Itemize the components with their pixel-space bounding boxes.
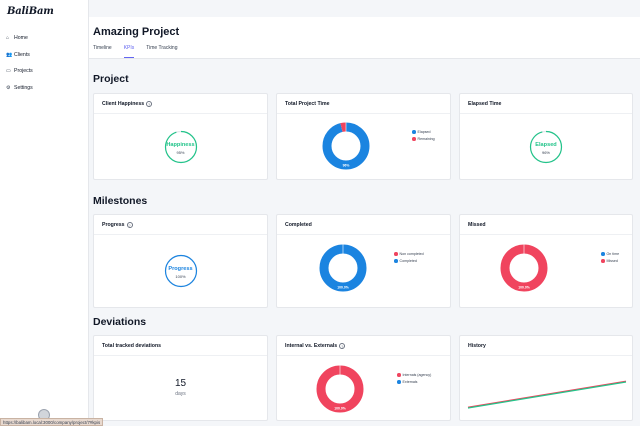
project-header: Amazing Project Timeline KPIs Time Track… xyxy=(89,17,640,59)
sidebar-item-settings[interactable]: ⚙ Settings xyxy=(6,80,33,96)
card-title: History xyxy=(468,342,486,349)
tab-bar: Timeline KPIs Time Tracking xyxy=(93,44,190,58)
legend-item-internals[interactable]: Internals (agency) xyxy=(397,373,431,377)
help-icon[interactable]: ? xyxy=(146,100,153,107)
internal-vs-externals-card: Internal vs. Externals? 100.0% Internals… xyxy=(276,335,451,421)
history-series-line xyxy=(467,380,627,408)
status-bar-url: https://balibam.local:3000/company/proje… xyxy=(0,418,104,426)
card-title: Elapsed Time xyxy=(468,100,502,107)
ring-fill xyxy=(164,254,197,288)
card-title: Client Happiness xyxy=(102,100,145,107)
deviation-days-unit: days xyxy=(175,391,186,397)
legend-item-elapsed[interactable]: Elapsed xyxy=(412,130,435,134)
tab-timeline[interactable]: Timeline xyxy=(93,45,112,51)
sidebar: BaliBam ⌂ Home 👥 Clients ▭ Projects ⚙ Se… xyxy=(0,0,89,426)
sidebar-item-home[interactable]: ⌂ Home xyxy=(6,30,33,46)
help-icon[interactable]: ? xyxy=(339,342,346,349)
donut-value-label: 96% xyxy=(343,164,350,168)
internal-external-donut: 100.0% xyxy=(316,365,364,413)
sidebar-item-projects[interactable]: ▭ Projects xyxy=(6,63,33,79)
client-happiness-card: Client Happiness? Happiness 95% xyxy=(93,93,268,180)
legend-item-non-completed[interactable]: Non completed xyxy=(394,252,424,256)
elapsed-time-card: Elapsed Time Elapsed 96% xyxy=(459,93,633,180)
gauge-value: 96% xyxy=(541,149,550,155)
gauge-label: Happiness xyxy=(166,141,195,148)
legend: Elapsed Remaining xyxy=(412,130,435,144)
progress-card: Progress? Progress 100% xyxy=(93,214,268,308)
top-strip xyxy=(89,0,640,17)
donut-value-label: 100.0% xyxy=(334,407,346,411)
elapsed-gauge: Elapsed 96% xyxy=(529,130,563,164)
ring-fill xyxy=(529,130,563,163)
completed-card: Completed 100.0% Non completed Completed xyxy=(276,214,451,308)
card-title: Total tracked deviations xyxy=(102,342,161,349)
history-series-line xyxy=(467,381,627,409)
legend-item-missed[interactable]: Missed xyxy=(601,259,619,263)
card-title: Completed xyxy=(285,221,312,228)
legend: Internals (agency) Externals xyxy=(397,373,431,387)
gauge-label: Elapsed xyxy=(535,141,557,148)
legend: Non completed Completed xyxy=(394,252,424,266)
ring-fill xyxy=(164,130,197,163)
deviation-days-value: 15 xyxy=(174,378,187,389)
tab-kpis[interactable]: KPIs xyxy=(123,44,135,58)
donut-value-label: 100.0% xyxy=(337,286,349,290)
tab-time-tracking[interactable]: Time Tracking xyxy=(146,45,178,51)
progress-ring xyxy=(164,254,197,288)
gauge-label: Progress xyxy=(168,266,193,272)
gauge-value: 100% xyxy=(175,274,186,279)
donut-value-label: 100.0% xyxy=(518,286,530,290)
donut-slice-0 xyxy=(322,122,370,170)
home-icon: ⌂ xyxy=(6,35,10,41)
donut-slice-0 xyxy=(316,365,364,413)
donut-slice-1 xyxy=(500,244,548,292)
progress-gauge: Progress 100% xyxy=(164,254,198,288)
section-title-milestones: Milestones xyxy=(93,195,148,207)
donut-slice-1 xyxy=(319,244,367,292)
sidebar-item-label: Projects xyxy=(14,68,33,74)
card-title: Total Project Time xyxy=(285,100,330,107)
gear-icon: ⚙ xyxy=(6,84,11,91)
card-title: Missed xyxy=(468,221,486,228)
happiness-gauge: Happiness 95% xyxy=(164,130,198,164)
total-project-time-card: Total Project Time 96% Elapsed Remaining xyxy=(276,93,451,180)
section-title-project: Project xyxy=(93,73,129,85)
section-title-deviations: Deviations xyxy=(93,316,147,328)
legend-item-completed[interactable]: Completed xyxy=(394,259,424,263)
gauge-value: 95% xyxy=(176,149,185,155)
completed-donut: 100.0% xyxy=(319,244,367,292)
sidebar-item-label: Home xyxy=(14,35,28,41)
legend-item-on-time[interactable]: On time xyxy=(601,252,619,256)
sidebar-item-clients[interactable]: 👥 Clients xyxy=(6,47,33,63)
history-line-chart xyxy=(467,380,627,409)
sidebar-nav: ⌂ Home 👥 Clients ▭ Projects ⚙ Settings xyxy=(6,30,33,96)
app-logo[interactable]: BaliBam xyxy=(7,6,54,17)
total-deviations-card: Total tracked deviations 15 days xyxy=(93,335,268,421)
elapsed-ring xyxy=(529,130,563,163)
total-time-donut: 96% xyxy=(322,122,370,170)
missed-card: Missed 100.0% On time Missed xyxy=(459,214,633,308)
card-title: Internal vs. Externals xyxy=(285,342,338,349)
happiness-ring xyxy=(164,130,197,163)
sidebar-item-label: Clients xyxy=(14,51,30,58)
card-title: Progress xyxy=(102,221,125,228)
history-card: History xyxy=(459,335,633,421)
users-icon: 👥 xyxy=(6,51,13,58)
legend-item-externals[interactable]: Externals xyxy=(397,380,431,384)
legend-item-remaining[interactable]: Remaining xyxy=(412,137,435,141)
legend: On time Missed xyxy=(601,252,619,266)
folder-icon: ▭ xyxy=(6,68,11,74)
sidebar-item-label: Settings xyxy=(14,84,33,91)
main-content: Amazing Project Timeline KPIs Time Track… xyxy=(89,0,640,426)
page-title: Amazing Project xyxy=(93,26,180,38)
missed-donut: 100.0% xyxy=(500,244,548,292)
help-icon[interactable]: ? xyxy=(126,221,133,228)
